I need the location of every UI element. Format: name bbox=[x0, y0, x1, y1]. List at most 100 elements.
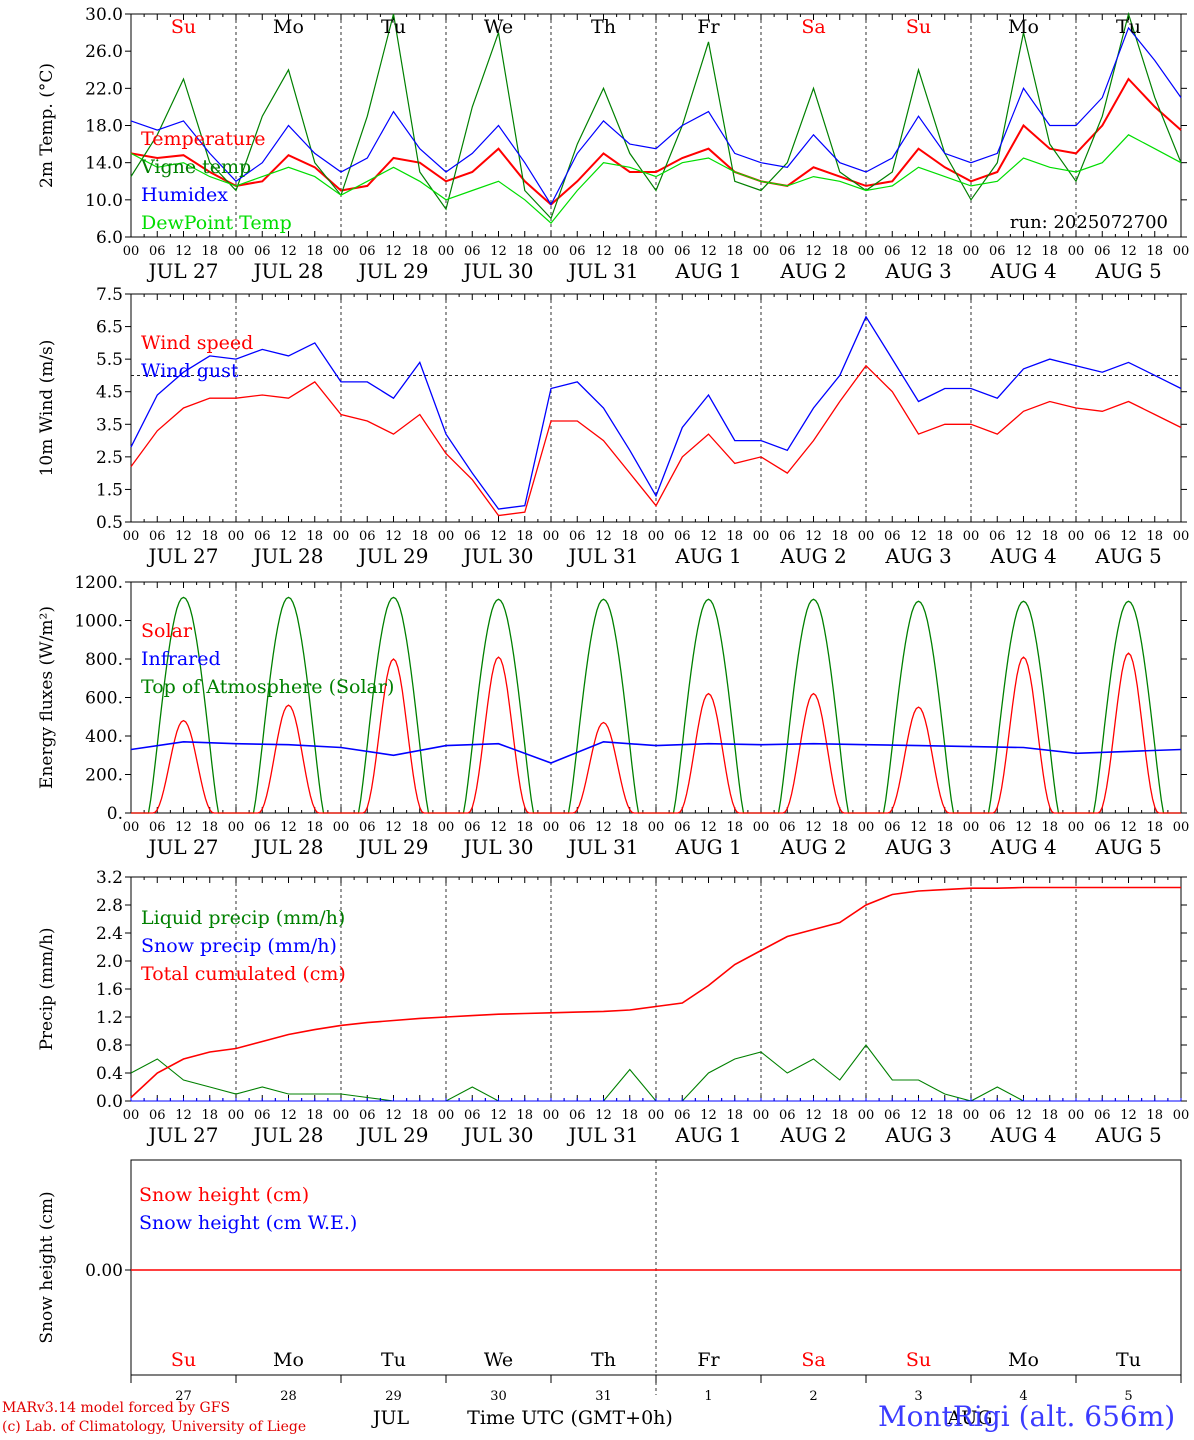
hour-tick-label: 06 bbox=[1094, 1108, 1111, 1123]
hour-tick-label: 12 bbox=[490, 244, 507, 259]
date-label: JUL 27 bbox=[147, 1123, 219, 1147]
date-label: JUL 31 bbox=[567, 259, 639, 283]
date-label: JUL 27 bbox=[147, 259, 219, 283]
legend-vigne-temp: Vigne temp bbox=[140, 156, 251, 178]
y-tick-label: 6.5 bbox=[96, 318, 123, 338]
series-line-wind-gust bbox=[130, 315, 1182, 510]
hour-tick-label: 18 bbox=[831, 1108, 848, 1123]
hour-tick-label: 18 bbox=[1041, 1108, 1058, 1123]
hour-tick-label: 06 bbox=[1094, 244, 1111, 259]
y-tick-label: 0.8 bbox=[96, 1036, 123, 1056]
location-title: MontRigi (alt. 656m) bbox=[878, 1400, 1176, 1433]
date-label: AUG 2 bbox=[779, 835, 846, 859]
hour-tick-label: 18 bbox=[411, 244, 428, 259]
y-tick-label: 2.8 bbox=[96, 896, 123, 916]
y-axis-label: 2m Temp. (°C) bbox=[37, 63, 57, 188]
y-tick-label: 26.0 bbox=[85, 42, 123, 62]
hour-tick-label: 18 bbox=[936, 1108, 953, 1123]
hour-tick-label: 18 bbox=[726, 529, 743, 544]
date-label: JUL 30 bbox=[462, 259, 534, 283]
hour-tick-label: 12 bbox=[1015, 820, 1032, 835]
hour-tick-label: 18 bbox=[936, 529, 953, 544]
hour-tick-label: 06 bbox=[569, 1108, 586, 1123]
hour-tick-label: 06 bbox=[359, 820, 376, 835]
month-label: JUL bbox=[371, 1407, 410, 1429]
hour-tick-label: 18 bbox=[621, 244, 638, 259]
hour-tick-label: 06 bbox=[1094, 820, 1111, 835]
hour-tick-label: 06 bbox=[674, 820, 691, 835]
hour-tick-label: 18 bbox=[516, 1108, 533, 1123]
hour-tick-label: 12 bbox=[1120, 820, 1137, 835]
y-tick-label: 0.4 bbox=[96, 1064, 123, 1084]
hour-tick-label: 06 bbox=[989, 1108, 1006, 1123]
hour-tick-label: 12 bbox=[595, 244, 612, 259]
hour-tick-label: 12 bbox=[280, 1108, 297, 1123]
legend-snow: Snow height (cm W.E.) bbox=[139, 1212, 357, 1234]
weekday-label: Su bbox=[171, 1349, 196, 1371]
y-axis-label: Precip (mm/h) bbox=[37, 927, 57, 1050]
y-tick-label: 10.0 bbox=[85, 191, 123, 211]
weekday-label: We bbox=[484, 16, 513, 38]
hour-tick-label: 18 bbox=[936, 244, 953, 259]
hour-tick-label: 00 bbox=[543, 820, 560, 835]
hour-tick-label: 12 bbox=[805, 820, 822, 835]
legend-wind-speed: Wind speed bbox=[141, 332, 253, 354]
day-number: 28 bbox=[280, 1389, 297, 1404]
hour-tick-label: 00 bbox=[228, 820, 245, 835]
hour-tick-label: 00 bbox=[1173, 1108, 1190, 1123]
hour-tick-label: 06 bbox=[359, 529, 376, 544]
hour-tick-label: 00 bbox=[858, 820, 875, 835]
hour-tick-label: 06 bbox=[569, 529, 586, 544]
hour-tick-label: 18 bbox=[726, 1108, 743, 1123]
day-number: 3 bbox=[914, 1389, 922, 1404]
hour-tick-label: 18 bbox=[726, 244, 743, 259]
hour-tick-label: 06 bbox=[254, 244, 271, 259]
hour-tick-label: 00 bbox=[333, 1108, 350, 1123]
hour-tick-label: 12 bbox=[490, 529, 507, 544]
date-label: JUL 31 bbox=[567, 544, 639, 568]
hour-tick-label: 18 bbox=[306, 529, 323, 544]
date-label: JUL 29 bbox=[357, 259, 429, 283]
date-label: JUL 30 bbox=[462, 1123, 534, 1147]
hour-tick-label: 00 bbox=[438, 529, 455, 544]
hour-tick-label: 00 bbox=[333, 244, 350, 259]
hour-tick-label: 06 bbox=[989, 529, 1006, 544]
hour-tick-label: 06 bbox=[569, 820, 586, 835]
date-label: AUG 1 bbox=[674, 835, 741, 859]
hour-tick-label: 00 bbox=[438, 1108, 455, 1123]
weekday-label: Sa bbox=[801, 1349, 825, 1371]
hour-tick-label: 12 bbox=[700, 1108, 717, 1123]
hour-tick-label: 12 bbox=[1120, 244, 1137, 259]
weekday-label: Mo bbox=[273, 1349, 304, 1371]
hour-tick-label: 06 bbox=[149, 820, 166, 835]
hour-tick-label: 12 bbox=[385, 1108, 402, 1123]
legend-solar: Solar bbox=[141, 620, 193, 642]
weekday-label: Sa bbox=[801, 16, 825, 38]
date-label: JUL 27 bbox=[147, 544, 219, 568]
hour-tick-label: 06 bbox=[464, 1108, 481, 1123]
lab-credit: (c) Lab. of Climatology, University of L… bbox=[2, 1419, 307, 1435]
hour-tick-label: 12 bbox=[910, 244, 927, 259]
y-tick-label: 200. bbox=[85, 766, 123, 786]
hour-tick-label: 18 bbox=[201, 529, 218, 544]
hour-tick-label: 06 bbox=[674, 529, 691, 544]
hour-tick-label: 12 bbox=[1015, 1108, 1032, 1123]
date-label: AUG 4 bbox=[989, 544, 1056, 568]
hour-tick-label: 18 bbox=[1041, 820, 1058, 835]
hour-tick-label: 06 bbox=[254, 529, 271, 544]
date-label: AUG 2 bbox=[779, 544, 846, 568]
hour-tick-label: 06 bbox=[884, 1108, 901, 1123]
hour-tick-label: 00 bbox=[963, 244, 980, 259]
day-number: 2 bbox=[809, 1389, 817, 1404]
hour-tick-label: 00 bbox=[648, 529, 665, 544]
hour-tick-label: 06 bbox=[359, 1108, 376, 1123]
hour-tick-label: 06 bbox=[254, 1108, 271, 1123]
weekday-label: Tu bbox=[1116, 16, 1141, 38]
y-tick-label: 0. bbox=[107, 804, 123, 824]
hour-tick-label: 00 bbox=[333, 529, 350, 544]
y-tick-label: 14.0 bbox=[85, 154, 123, 174]
series-line-wind-speed bbox=[130, 364, 1182, 517]
day-number: 29 bbox=[385, 1389, 402, 1404]
hour-tick-label: 00 bbox=[228, 244, 245, 259]
y-tick-label: 18.0 bbox=[85, 117, 123, 137]
